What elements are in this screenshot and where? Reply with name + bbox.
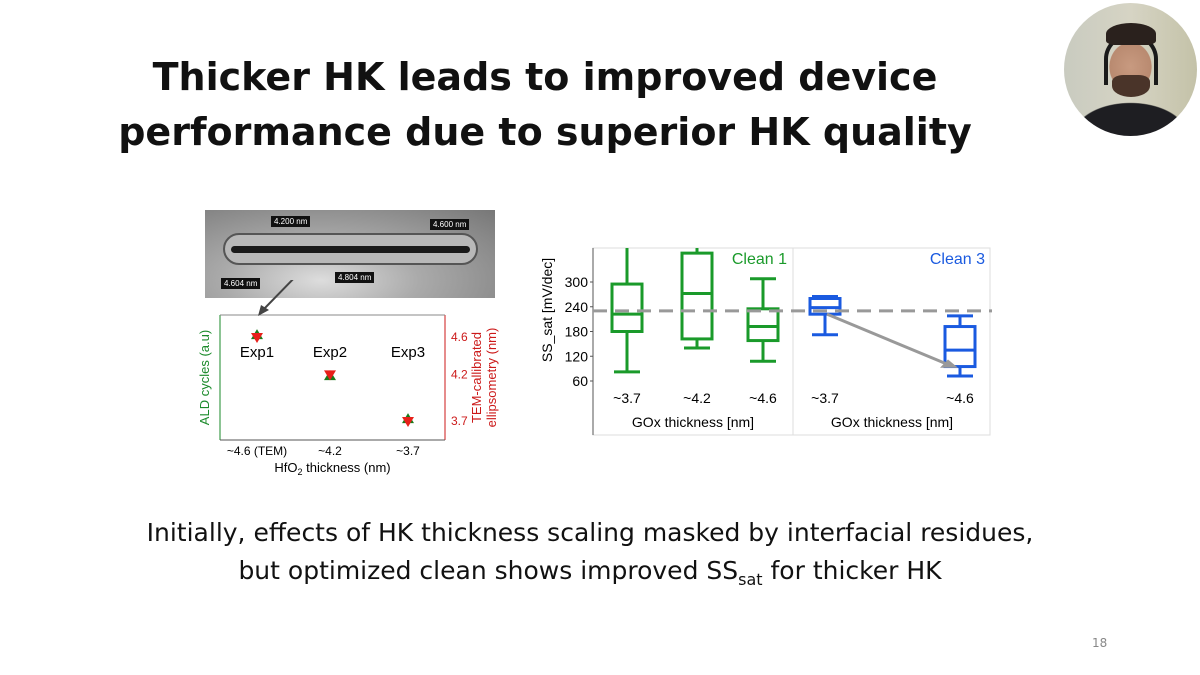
- box: [746, 307, 780, 343]
- beard-shape: [1112, 75, 1150, 97]
- data-point: [402, 416, 414, 427]
- tem-label: 4.604 nm: [221, 278, 261, 289]
- point-annotation: Exp1: [240, 344, 274, 361]
- panel-border: [792, 247, 991, 436]
- panel-title: Clean 1: [732, 251, 787, 268]
- hair-shape: [1106, 23, 1156, 45]
- slide-title: Thicker HK leads to improved device perf…: [60, 50, 1030, 160]
- x-tick-label: ~3.7: [811, 390, 839, 406]
- panel-title: Clean 3: [930, 251, 985, 268]
- conclusion-line-2: but optimized clean shows improved SSsat…: [40, 552, 1140, 599]
- y-axis-label: SS_sat [mV/dec]: [539, 258, 555, 362]
- x-axis-label: GOx thickness [nm]: [632, 414, 754, 430]
- text: but optimized clean shows improved SS: [238, 556, 739, 585]
- page-number: 18: [1092, 636, 1108, 650]
- y-tick-label: 120: [565, 348, 589, 364]
- tem-label: 4.804 nm: [335, 272, 375, 283]
- subscript: sat: [738, 570, 763, 589]
- conclusion-line-1: Initially, effects of HK thickness scali…: [146, 518, 1034, 547]
- box: [680, 251, 714, 341]
- point-annotation: Exp3: [391, 344, 425, 361]
- trend-arrow-line: [826, 312, 949, 366]
- slide-conclusion: Initially, effects of HK thickness scali…: [40, 514, 1140, 599]
- title-line-1: Thicker HK leads to improved device: [152, 55, 938, 99]
- text: for thicker HK: [762, 556, 942, 585]
- x-tick-label: ~3.7: [613, 390, 641, 406]
- x-tick-label: ~4.6: [946, 390, 974, 406]
- right-tick-label: 4.6: [451, 330, 468, 344]
- presenter-webcam: [1064, 3, 1197, 136]
- right-axis-label-line1: TEM-callibrated: [469, 332, 484, 423]
- point-annotation: Exp2: [313, 344, 347, 361]
- title-line-2: performance due to superior HK quality: [118, 110, 972, 154]
- x-tick-label: ~3.7: [396, 444, 420, 458]
- y-tick-label: 300: [565, 274, 589, 290]
- x-tick-label: ~4.2: [683, 390, 711, 406]
- y-tick-label: 180: [565, 324, 589, 340]
- thickness-scatter-chart: ~4.6 (TEM) ~4.2 ~3.7 4.6 4.2 3.7 Exp1 Exp2 Exp3 H…: [197, 280, 499, 477]
- ss-sat-box-chart: 60 120 180 240 300 SS_sat [mV/dec] Clean 1 GOx …: [539, 247, 992, 436]
- right-tick-label: 4.2: [451, 367, 468, 381]
- data-point: [324, 370, 336, 381]
- x-axis-label: GOx thickness [nm]: [831, 414, 953, 430]
- arrow-line: [262, 280, 294, 311]
- x-tick-label: ~4.2: [318, 444, 342, 458]
- box: [943, 325, 977, 369]
- tem-label: 4.600 nm: [430, 219, 470, 230]
- y-tick-label: 240: [565, 299, 589, 315]
- tem-label: 4.200 nm: [271, 216, 311, 227]
- data-point: [251, 333, 263, 343]
- tem-image: 4.200 nm 4.600 nm 4.604 nm 4.804 nm: [205, 210, 495, 298]
- tem-channel: [223, 233, 478, 265]
- x-axis-label: HfO2 thickness (nm): [274, 460, 390, 477]
- right-axis-label-line2: ellipsometry (nm): [484, 328, 499, 428]
- y-tick-label: 60: [572, 373, 588, 389]
- right-tick-label: 3.7: [451, 414, 468, 428]
- trend-arrow-head: [940, 359, 958, 368]
- box: [610, 282, 644, 333]
- left-axis-label: ALD cycles (a.u): [197, 330, 212, 425]
- arrow-head: [258, 305, 269, 316]
- x-tick-label: ~4.6 (TEM): [227, 444, 287, 458]
- x-tick-label: ~4.6: [749, 390, 777, 406]
